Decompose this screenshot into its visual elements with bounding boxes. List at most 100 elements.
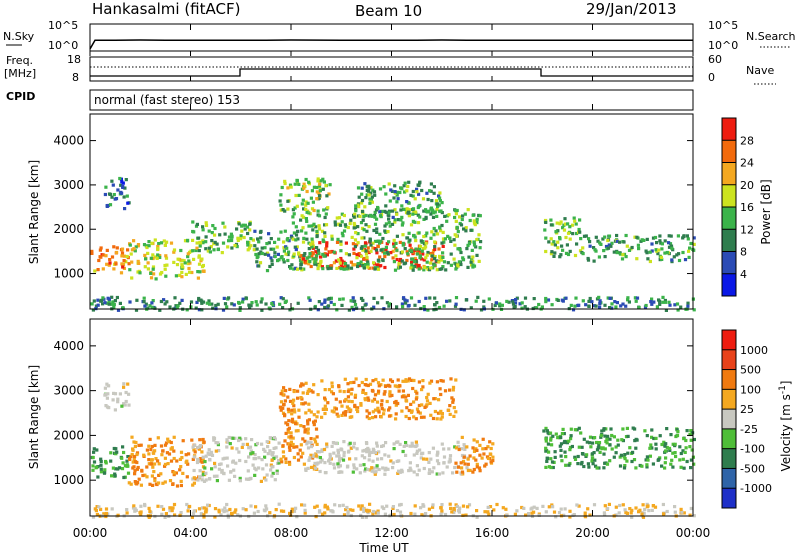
heat-cell-11: [92, 299, 96, 303]
heat-cell-7: [405, 200, 409, 204]
heat-cell-10: [681, 250, 685, 255]
heat-cell-8: [608, 443, 612, 447]
heat-cell-5: [461, 256, 465, 260]
heat-cell-4: [372, 466, 376, 470]
heat-cell-5: [394, 254, 398, 258]
heat-cell-9: [560, 244, 564, 248]
heat-cell-5: [435, 380, 439, 384]
heat-cell-4: [391, 256, 395, 260]
heat-cell-4: [415, 464, 419, 468]
heat-cell-3: [287, 419, 291, 423]
heat-cell-2: [209, 245, 213, 249]
heat-cell-9: [431, 503, 435, 507]
heat-cell-2: [215, 474, 219, 478]
heat-cell-4: [395, 258, 399, 262]
heat-cell-11: [469, 306, 473, 310]
heat-cell-0: [115, 250, 119, 255]
heat-cell-3: [290, 419, 294, 424]
heat-cell-9: [553, 251, 557, 255]
heat-cell-8: [663, 466, 667, 470]
heat-cell-2: [275, 471, 279, 475]
heat-cell-5: [340, 212, 344, 216]
heat-cell-1: [172, 456, 176, 461]
heat-cell-5: [394, 417, 398, 421]
heat-cell-11: [424, 296, 428, 300]
heat-cell-5: [382, 392, 386, 396]
heat-cell-0: [108, 258, 112, 262]
heat-cell-9: [148, 509, 152, 514]
heat-cell-10: [633, 235, 637, 239]
heat-cell-2: [265, 473, 269, 477]
heat-cell-4: [362, 256, 366, 261]
heat-cell-1: [156, 247, 160, 251]
heat-cell-8: [638, 463, 642, 468]
heat-cell-9: [244, 508, 248, 512]
heat-cell-3: [307, 418, 311, 422]
heat-cell-4: [324, 247, 328, 251]
heat-cell-2: [253, 244, 257, 248]
heat-cell-7: [388, 199, 392, 203]
heat-cell-8: [125, 194, 129, 198]
heat-cell-8: [603, 434, 607, 438]
heat-cell-2: [220, 470, 224, 474]
heat-cell-9: [168, 509, 172, 513]
heat-cell-1: [179, 450, 184, 454]
heat-cell-2: [197, 236, 201, 240]
heat-cell-5: [337, 258, 341, 262]
heat-cell-5: [419, 239, 423, 243]
heat-cell-10: [667, 234, 671, 238]
heat-cell-11: [546, 298, 551, 302]
heat-cell-8: [595, 440, 599, 445]
heat-cell-9: [179, 511, 183, 515]
heat-cell-6: [483, 464, 487, 468]
heat-cell-9: [303, 508, 307, 512]
heat-cell-6: [279, 203, 283, 207]
heat-cell-1: [166, 462, 170, 466]
heat-cell-1: [156, 436, 160, 440]
heat-cell-1: [150, 241, 154, 245]
heat-cell-5: [420, 388, 424, 392]
heat-cell-2: [231, 460, 235, 464]
heat-cell-5: [421, 385, 425, 389]
heat-cell-10: [686, 237, 690, 241]
heat-cell-5: [339, 249, 343, 253]
heat-cell-6: [460, 470, 465, 474]
heat-cell-9: [295, 515, 299, 519]
heat-cell-9: [647, 509, 651, 513]
heat-cell-3: [281, 444, 285, 448]
heat-cell-5: [368, 237, 372, 241]
heat-cell-11: [388, 302, 392, 306]
heat-cell-9: [361, 507, 366, 511]
heat-cell-9: [318, 509, 322, 513]
heat-cell-9: [555, 221, 559, 225]
heat-cell-6: [293, 182, 297, 186]
heat-cell-8: [575, 428, 579, 432]
heat-cell-5: [393, 220, 397, 224]
heat-cell-9: [398, 510, 403, 514]
heat-cell-2: [206, 451, 210, 455]
velocity-scale-label: Velocity [m s-1]: [778, 381, 793, 472]
heat-cell-9: [313, 505, 317, 509]
heat-cell-9: [673, 505, 677, 509]
heat-cell-8: [580, 452, 585, 456]
heat-cell-9: [673, 510, 677, 514]
heat-cell-0: [120, 254, 124, 258]
heat-cell-2: [204, 471, 208, 475]
heat-cell-4: [340, 259, 344, 263]
heat-cell-5: [308, 252, 312, 256]
heat-cell-5: [441, 237, 446, 241]
heat-cell-5: [291, 215, 295, 219]
heat-cell-6: [480, 456, 484, 460]
heat-cell-4: [441, 471, 445, 475]
heat-cell-2: [247, 246, 252, 250]
heat-cell-4: [417, 264, 421, 268]
heat-cell-8: [692, 437, 696, 442]
heat-cell-8: [598, 446, 602, 450]
heat-cell-4: [355, 253, 359, 257]
heat-cell-5: [420, 249, 424, 253]
heat-cell-5: [339, 267, 343, 271]
heat-cell-11: [110, 302, 114, 306]
heat-cell-9: [579, 237, 583, 241]
heat-cell-1: [170, 446, 174, 450]
heat-cell-11: [433, 296, 437, 300]
